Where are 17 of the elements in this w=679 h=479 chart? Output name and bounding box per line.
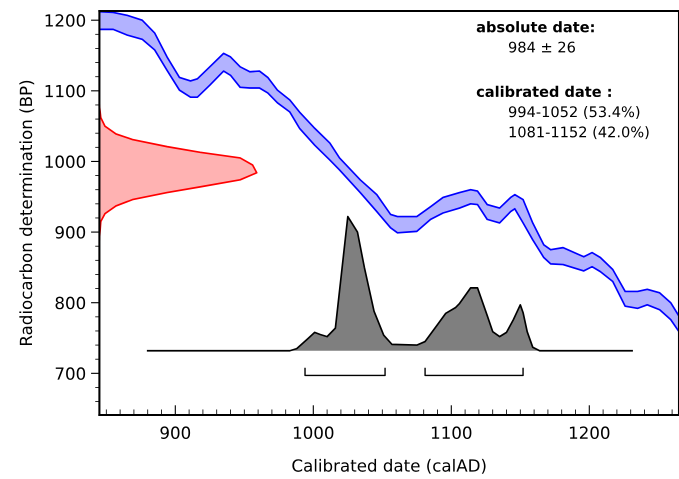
y-tick-label: 700 xyxy=(56,367,86,380)
y-tick-label: 800 xyxy=(56,296,86,310)
y-tick-label: 1000 xyxy=(46,155,86,168)
annotation: 994-1052 (53.4%) xyxy=(508,106,640,119)
x-tick-label: 900 xyxy=(160,426,190,440)
y-tick-label: 1100 xyxy=(46,84,86,98)
x-tick-label: 1000 xyxy=(294,426,334,440)
y-tick-label: 900 xyxy=(55,226,86,239)
x-axis-title: Calibrated date (calAD) xyxy=(292,458,486,474)
annotation: calibrated date : xyxy=(476,86,611,98)
y-tick-label: 1200 xyxy=(46,14,86,27)
annotation: 984 ± 26 xyxy=(508,42,575,53)
y-axis-title: Radiocarbon determination (BP) xyxy=(19,80,34,345)
annotation: 1081-1152 (42.0%) xyxy=(510,126,649,140)
x-tick-label: 1100 xyxy=(432,426,472,440)
annotation: absolute date: xyxy=(476,21,594,32)
x-tick-label: 1200 xyxy=(570,426,610,440)
